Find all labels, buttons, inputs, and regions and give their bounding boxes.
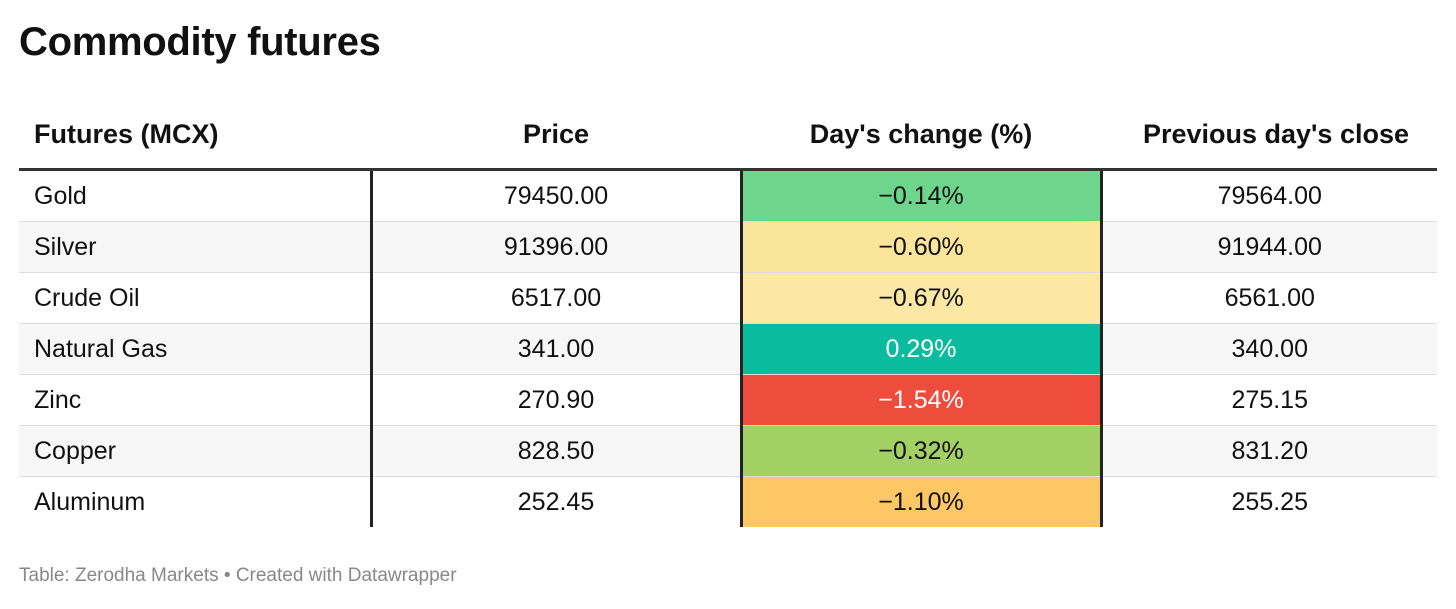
- commodity-name-cell: Zinc: [19, 374, 371, 426]
- commodity-name-cell: Copper: [19, 425, 371, 477]
- table-row: Zinc 270.90 −1.54% 275.15: [19, 374, 1437, 426]
- change-cell: −0.32%: [741, 425, 1103, 477]
- credit-note: Created with Datawrapper: [235, 565, 457, 586]
- table-body: Gold 79450.00 −0.14% 79564.00 Silver 913…: [19, 169, 1437, 527]
- previous-close-cell: 275.15: [1101, 374, 1437, 426]
- table-title: Commodity futures: [19, 20, 381, 64]
- previous-close-cell: 255.25: [1231, 487, 1308, 516]
- commodity-name-cell: Natural Gas: [19, 323, 371, 375]
- price-cell: 79450.00: [369, 169, 743, 222]
- table-row: Silver 91396.00 −0.60% 91944.00: [19, 221, 1437, 273]
- change-cell: 0.29%: [741, 323, 1103, 375]
- commodity-name-cell: Silver: [19, 221, 371, 273]
- previous-close-cell: 79564.00: [1101, 169, 1437, 222]
- column-header-futures: Futures (MCX): [19, 100, 371, 171]
- table-footer: Table: Zerodha Markets • Created with Da…: [19, 565, 457, 587]
- column-header-change: Day's change (%): [741, 100, 1101, 171]
- footer-separator: •: [223, 565, 231, 586]
- change-cell: −1.54%: [741, 374, 1103, 426]
- commodity-table: Futures (MCX) Price Day's change (%) Pre…: [19, 100, 1437, 527]
- previous-close-cell: 831.20: [1101, 425, 1437, 477]
- change-cell: −0.67%: [741, 272, 1103, 324]
- table-row: Gold 79450.00 −0.14% 79564.00: [19, 169, 1437, 222]
- previous-close-cell: 91944.00: [1101, 221, 1437, 273]
- commodity-name-cell: Crude Oil: [19, 272, 371, 324]
- table-row: Copper 828.50 −0.32% 831.20: [19, 425, 1437, 477]
- previous-close-cell: 6561.00: [1101, 272, 1437, 324]
- column-header-price: Price: [371, 100, 741, 171]
- commodity-name-cell: Gold: [19, 169, 371, 222]
- price-cell: 828.50: [369, 425, 743, 477]
- change-cell: −1.10%: [741, 476, 1103, 527]
- price-cell: 341.00: [369, 323, 743, 375]
- change-cell: −0.60%: [741, 221, 1103, 273]
- header-row: Futures (MCX) Price Day's change (%) Pre…: [19, 100, 1437, 171]
- table-row: Natural Gas 341.00 0.29% 340.00: [19, 323, 1437, 375]
- source-note: Table: Zerodha Markets: [19, 565, 219, 586]
- table-row: Aluminum 252.45 −1.10% 255.25: [19, 476, 1437, 527]
- price-cell: 6517.00: [369, 272, 743, 324]
- change-cell: −0.14%: [741, 169, 1103, 222]
- price-cell: 91396.00: [369, 221, 743, 273]
- table-row: Crude Oil 6517.00 −0.67% 6561.00: [19, 272, 1437, 324]
- commodity-name-cell: Aluminum: [34, 487, 146, 516]
- price-cell: 252.45: [369, 476, 743, 527]
- previous-close-cell: 340.00: [1101, 323, 1437, 375]
- price-cell: 270.90: [369, 374, 743, 426]
- column-header-previous-close: Previous day's close: [1101, 100, 1437, 171]
